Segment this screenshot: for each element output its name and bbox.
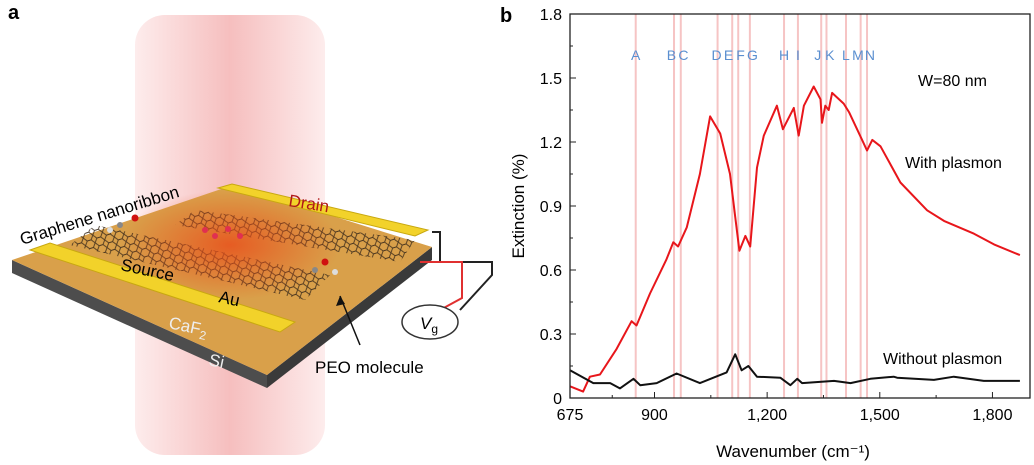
x-tick-label: 675 [557,407,584,424]
y-tick-label: 1.5 [540,71,562,88]
series-label-with-plasmon: With plasmon [905,155,1002,172]
mode-label-E: E [724,47,733,63]
mode-label-B: B [667,47,676,63]
peo-molecule [107,214,338,275]
peo-label: PEO molecule [315,358,424,377]
y-tick-label: 0 [553,391,562,408]
mode-label-G: G [747,47,758,63]
mode-label-J: J [814,47,821,63]
gate-wire-black [432,231,493,311]
mode-label-C: C [678,47,688,63]
x-tick-label: 1,500 [860,407,900,424]
axis-ticks: 675 900 1,200 1,500 1,800 0 0.3 0.6 0.9 1.2 1.5 1.8 [540,7,1013,424]
y-tick-label: 0.6 [540,263,562,280]
panel-label-a: a [8,2,20,24]
x-tick-label: 900 [641,407,668,424]
gate-wire-red [420,261,463,311]
plot-frame [569,13,1031,399]
peo-arrow-head [336,296,345,306]
mode-label-L: L [842,47,850,63]
au-label: Au [217,287,241,310]
series-line-without-plasmon [569,353,1020,390]
y-tick-label: 0.3 [540,327,562,344]
source-electrode [28,242,297,333]
plasmon-hotspot [120,190,340,300]
y-tick-label: 1.2 [540,135,562,152]
mode-label-K: K [825,47,835,63]
mode-lines [634,14,869,398]
series-line-with-plasmon [569,85,1021,393]
panel-label-b: b [500,5,512,27]
si-slab-front [12,260,267,388]
gate-voltage-source [401,304,459,340]
y-tick-label: 1.8 [540,7,562,24]
drain-electrode [216,183,430,237]
mode-label-F: F [736,47,745,63]
mode-label-D: D [711,47,721,63]
mode-label-A: A [631,47,641,63]
x-tick-label: 1,800 [972,407,1012,424]
x-axis-label: Wavenumber (cm⁻¹) [716,442,870,461]
y-tick-label: 0.9 [540,199,562,216]
vg-label: Vg [420,314,438,336]
x-tick-label: 1,200 [747,407,787,424]
mode-label-N: N [865,47,875,63]
series-lines [569,85,1021,393]
si-label: Si [207,350,226,372]
device-schematic: a Vg Graphene nanoribbon Drain Source Au… [8,2,493,455]
series-label-without-plasmon: Without plasmon [883,351,1002,368]
mode-label-I: I [796,47,800,63]
width-annotation: W=80 nm [918,73,987,90]
mode-label-H: H [779,47,789,63]
y-axis-label: Extinction (%) [509,154,528,259]
mode-label-M: M [852,47,864,63]
